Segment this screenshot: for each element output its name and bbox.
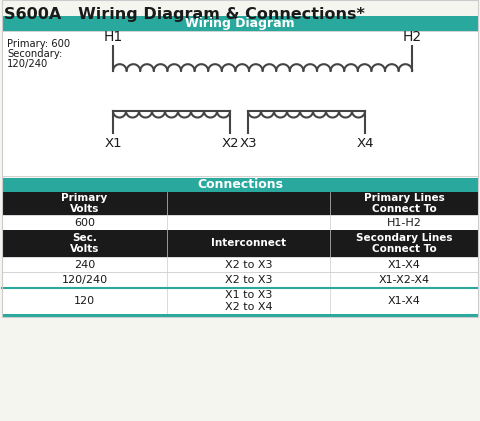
- Text: X1-X4: X1-X4: [387, 259, 420, 269]
- Text: X3: X3: [239, 137, 257, 150]
- Bar: [2, 215, 478, 230]
- Text: Secondary:: Secondary:: [7, 49, 62, 59]
- Text: X1: X1: [104, 137, 122, 150]
- Bar: [2, 31, 478, 176]
- Text: Sec.
Volts: Sec. Volts: [70, 233, 99, 254]
- Bar: [2, 230, 478, 257]
- Text: X1-X4: X1-X4: [387, 296, 420, 306]
- Text: 600: 600: [74, 218, 95, 227]
- Bar: [2, 178, 478, 192]
- Text: H2: H2: [403, 30, 422, 44]
- Text: Wiring Diagram: Wiring Diagram: [185, 17, 295, 30]
- Text: Interconnect: Interconnect: [211, 239, 286, 248]
- Text: X2: X2: [221, 137, 239, 150]
- Bar: [2, 16, 478, 31]
- Text: H1-H2: H1-H2: [386, 218, 421, 227]
- Bar: [2, 288, 478, 314]
- Text: Primary: 600: Primary: 600: [7, 39, 70, 49]
- Text: X1 to X3
X2 to X4: X1 to X3 X2 to X4: [225, 290, 272, 312]
- Text: Primary
Volts: Primary Volts: [61, 193, 108, 214]
- Bar: [2, 272, 478, 288]
- Text: X2 to X3: X2 to X3: [225, 259, 272, 269]
- Text: 120/240: 120/240: [7, 59, 48, 69]
- Text: 240: 240: [74, 259, 95, 269]
- Text: H1: H1: [103, 30, 122, 44]
- Bar: [2, 0, 478, 317]
- Text: X1-X2-X4: X1-X2-X4: [378, 275, 430, 285]
- Bar: [2, 257, 478, 272]
- Bar: [2, 192, 478, 215]
- Text: 120/240: 120/240: [61, 275, 108, 285]
- Text: Primary Lines
Connect To: Primary Lines Connect To: [364, 193, 444, 214]
- Bar: [2, 314, 478, 317]
- Text: X4: X4: [356, 137, 374, 150]
- Text: Connections: Connections: [197, 179, 283, 192]
- Text: X2 to X3: X2 to X3: [225, 275, 272, 285]
- Text: 120: 120: [74, 296, 95, 306]
- Text: S600A   Wiring Diagram & Connections*: S600A Wiring Diagram & Connections*: [4, 7, 365, 22]
- Text: Secondary Lines
Connect To: Secondary Lines Connect To: [356, 233, 452, 254]
